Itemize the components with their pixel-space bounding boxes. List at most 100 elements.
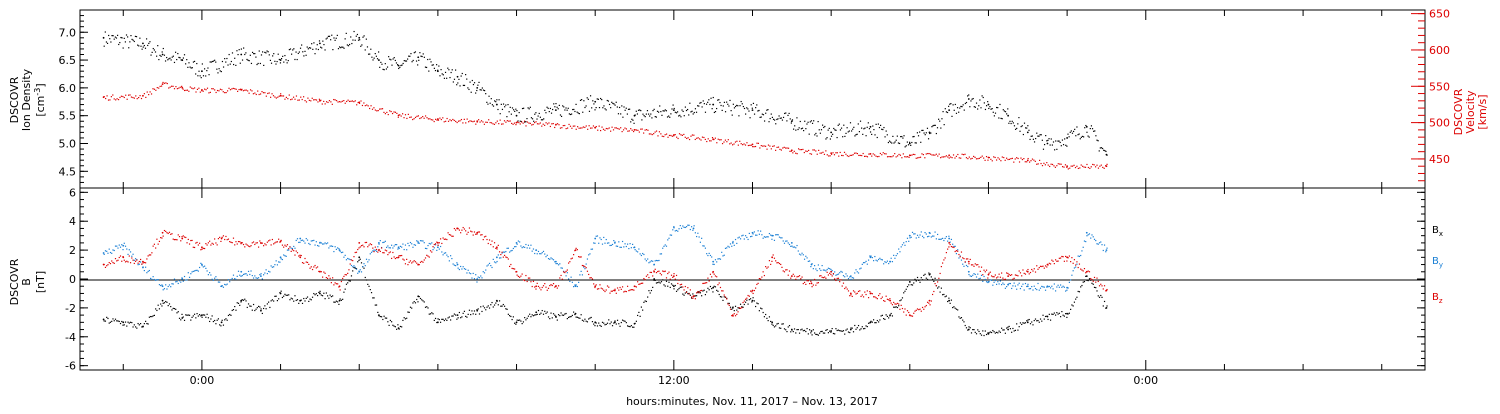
density-point (332, 49, 334, 51)
bx-point (955, 308, 958, 310)
by-point (702, 245, 704, 247)
velocity-point (1003, 156, 1005, 159)
by-point (527, 244, 530, 246)
density-point (471, 79, 473, 82)
bz-point (527, 277, 530, 279)
by-point (1026, 285, 1028, 288)
by-point (900, 246, 902, 248)
bz-point (550, 284, 552, 286)
bx-point (723, 296, 725, 298)
density-point (526, 118, 528, 120)
by-point (250, 270, 252, 272)
density-point (530, 117, 533, 119)
bz-point (821, 276, 823, 278)
density-point (303, 55, 305, 57)
bx-point (847, 331, 850, 333)
by-point (1085, 231, 1088, 234)
bz-point (662, 270, 664, 272)
bz-point (155, 247, 157, 249)
bx-point (158, 308, 161, 310)
density-point (215, 61, 217, 63)
bx-point (352, 270, 354, 272)
density-point (428, 70, 430, 72)
bz-point (679, 284, 681, 286)
density-point (990, 108, 992, 110)
velocity-point (414, 116, 417, 119)
velocity-point (412, 118, 414, 121)
by-point (273, 266, 275, 268)
velocity-point (457, 120, 460, 122)
by-point (857, 272, 860, 274)
density-point (944, 108, 946, 110)
by-point (1022, 283, 1024, 285)
by-point (465, 268, 467, 270)
density-point (510, 113, 512, 115)
velocity-point (988, 156, 991, 159)
velocity-point (776, 146, 778, 149)
by-point (958, 257, 960, 259)
bz-point (260, 242, 262, 245)
bx-point (359, 258, 361, 260)
density-point (173, 61, 176, 64)
velocity-point (436, 118, 439, 120)
bx-point (860, 328, 862, 330)
velocity-point (1096, 164, 1098, 166)
bx-point (131, 322, 133, 324)
density-point (138, 45, 140, 47)
velocity-point (942, 156, 945, 158)
density-point (577, 112, 579, 114)
by-point (657, 260, 659, 262)
density-point (1065, 144, 1067, 146)
bx-point (534, 314, 536, 316)
density-point (554, 109, 557, 112)
density-point (434, 69, 437, 72)
bx-point (658, 281, 660, 283)
by-point (1101, 244, 1103, 246)
density-point (554, 106, 556, 108)
by-point (555, 262, 557, 265)
velocity-point (489, 121, 491, 124)
velocity-point (905, 156, 907, 158)
density-point (656, 110, 659, 112)
bx-point (908, 284, 910, 286)
density-point (1035, 137, 1037, 140)
density-point (836, 136, 838, 139)
velocity-point (993, 156, 995, 158)
density-point (143, 44, 145, 47)
velocity-point (762, 145, 764, 147)
by-point (428, 242, 430, 245)
velocity-point (1082, 165, 1084, 167)
density-point (811, 122, 814, 124)
bx-point (509, 315, 511, 317)
bz-point (974, 263, 976, 265)
by-point (1083, 240, 1086, 242)
density-point (294, 58, 296, 61)
by-point (920, 231, 922, 233)
velocity-point (908, 156, 910, 158)
by-point (864, 261, 866, 264)
density-point (414, 51, 417, 53)
bz-point (486, 238, 488, 241)
bx-point (482, 305, 484, 307)
density-point (225, 61, 227, 63)
by-point (1081, 250, 1083, 252)
bx-point (867, 322, 870, 324)
by-point (793, 246, 796, 248)
bz-point (373, 251, 375, 253)
bz-point (983, 269, 985, 271)
velocity-point (899, 154, 902, 156)
by-point (910, 236, 912, 238)
bz-point (301, 262, 304, 264)
by-point (894, 257, 896, 259)
velocity-point (228, 87, 230, 89)
bx-point (111, 320, 113, 322)
bx-point (595, 322, 597, 324)
bz-point (359, 246, 361, 248)
by-point (886, 260, 888, 262)
bx-point (235, 309, 237, 311)
bx-point (314, 294, 316, 296)
bz-point (826, 271, 828, 273)
by-point (716, 261, 718, 263)
velocity-point (424, 115, 427, 117)
bz-point (911, 315, 914, 317)
